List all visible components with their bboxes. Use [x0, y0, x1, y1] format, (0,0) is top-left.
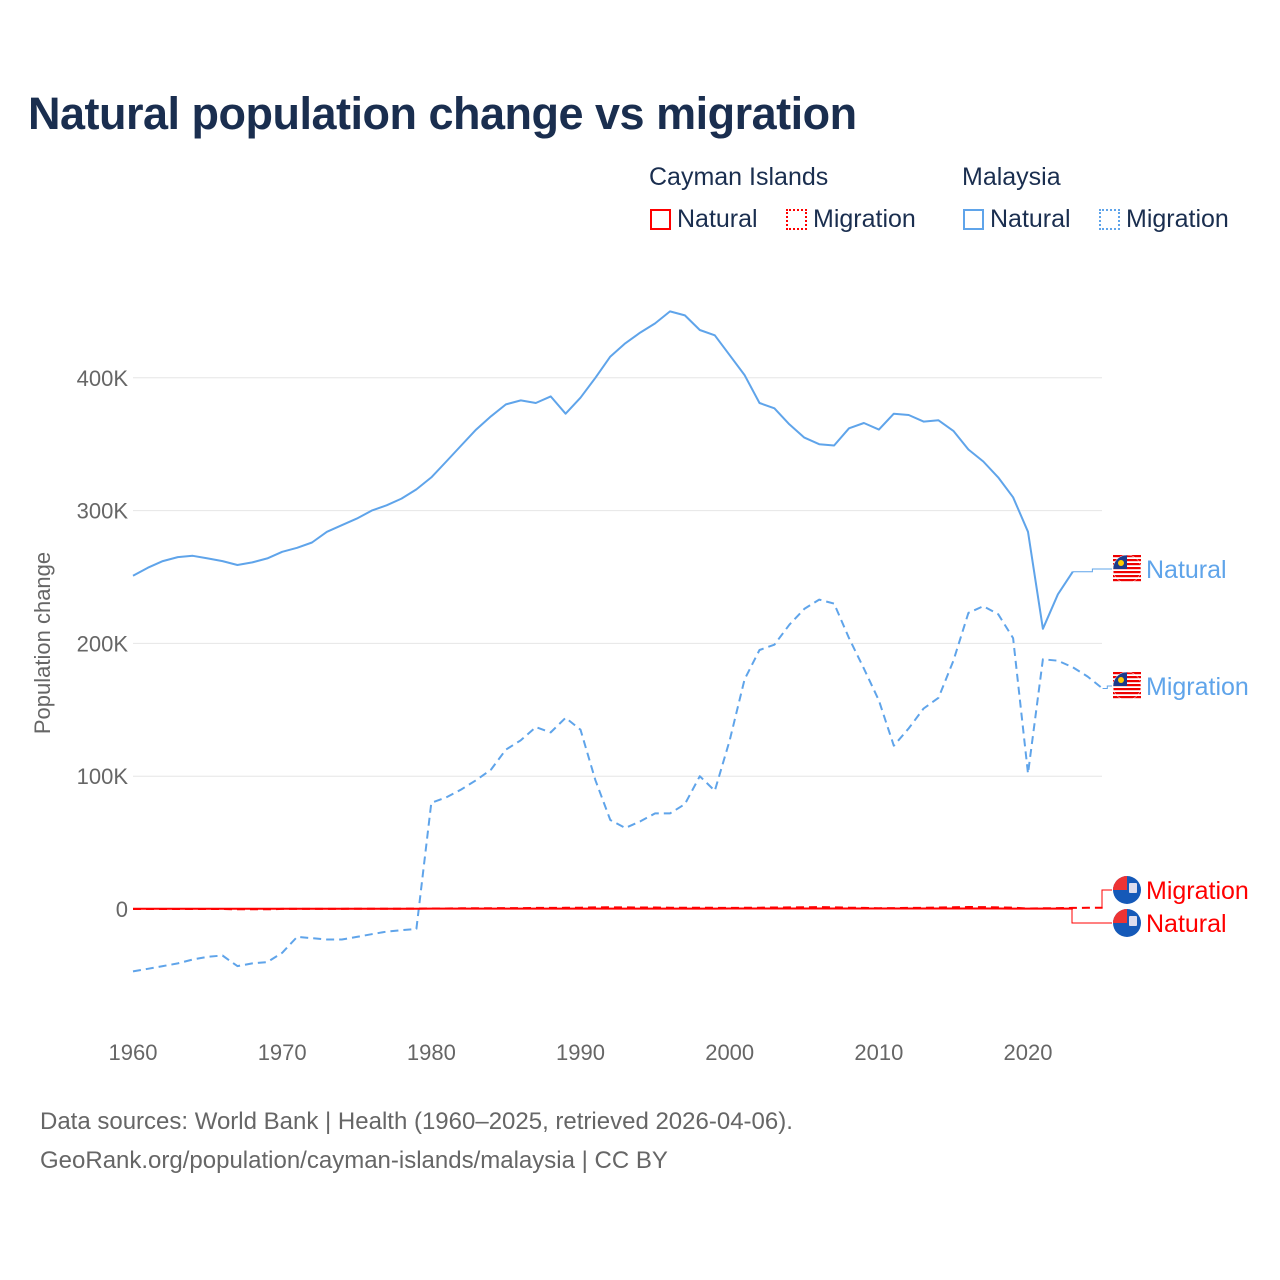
- flag-stripe: [1113, 688, 1141, 691]
- flag-stripe: [1113, 692, 1141, 695]
- y-axis-label: Population change: [30, 552, 55, 734]
- label-connector: [1102, 685, 1112, 690]
- y-tick-label: 300K: [77, 499, 129, 524]
- legend-group-malaysia: Malaysia: [962, 163, 1061, 191]
- cayman-flag-icon: [1113, 909, 1141, 937]
- flag-stripe: [1113, 571, 1141, 574]
- chart-title: Natural population change vs migration: [28, 88, 857, 139]
- legend-label: Natural: [677, 205, 758, 233]
- legend-item-malaysia-migration[interactable]: Migration: [1099, 205, 1229, 234]
- y-tick-label: 200K: [77, 631, 129, 656]
- x-tick-label: 1990: [556, 1040, 605, 1065]
- flag-stripe: [1113, 575, 1141, 578]
- label-connector: [1101, 889, 1112, 909]
- series-end-label: Migration: [1146, 673, 1249, 701]
- flag-star: [1118, 677, 1124, 683]
- flag-outline: [1112, 554, 1142, 584]
- legend-swatch-dotted: [1099, 209, 1120, 230]
- flag-union: [1113, 876, 1127, 890]
- x-tick-label: 1960: [109, 1040, 158, 1065]
- legend-label: Natural: [990, 205, 1071, 233]
- flag-stripe: [1113, 579, 1141, 582]
- legend-item-malaysia-natural[interactable]: Natural: [963, 205, 1071, 234]
- label-connector: [1071, 908, 1112, 924]
- series-end-label: Natural: [1146, 910, 1227, 938]
- legend-swatch-solid: [650, 209, 671, 230]
- malaysia-flag-icon: [1112, 671, 1142, 701]
- flag-union: [1113, 909, 1127, 923]
- x-tick-label: 2000: [705, 1040, 754, 1065]
- flag-crest: [1129, 883, 1137, 893]
- legend-item-cayman-migration[interactable]: Migration: [786, 205, 916, 234]
- source-note: Data sources: World Bank | Health (1960–…: [40, 1108, 793, 1135]
- x-tick-label: 2010: [854, 1040, 903, 1065]
- series-line-malaysia-migration: [132, 598, 1104, 973]
- malaysia-flag-icon: [1112, 554, 1142, 584]
- y-tick-label: 0: [116, 897, 128, 922]
- x-tick-label: 1970: [258, 1040, 307, 1065]
- legend-label: Migration: [813, 205, 916, 233]
- flag-outline: [1112, 671, 1142, 701]
- x-tick-label: 2020: [1004, 1040, 1053, 1065]
- cayman-flag-icon: [1113, 876, 1141, 904]
- label-connector: [1072, 568, 1112, 573]
- x-tick-label: 1980: [407, 1040, 456, 1065]
- legend-swatch-solid: [963, 209, 984, 230]
- flag-stripe: [1113, 696, 1141, 699]
- series-end-label: Natural: [1146, 556, 1227, 584]
- series-line-cayman-islands-migration: [133, 906, 1103, 911]
- flag-crest: [1129, 916, 1137, 926]
- source-url: GeoRank.org/population/cayman-islands/ma…: [40, 1147, 668, 1174]
- series-end-label: Migration: [1146, 877, 1249, 905]
- y-tick-label: 400K: [77, 366, 129, 391]
- legend-item-cayman-natural[interactable]: Natural: [650, 205, 758, 234]
- legend-label: Migration: [1126, 205, 1229, 233]
- y-tick-label: 100K: [77, 764, 129, 789]
- legend-swatch-dotted: [786, 209, 807, 230]
- flag-star: [1118, 560, 1124, 566]
- legend-group-cayman: Cayman Islands: [649, 163, 829, 191]
- series-line-malaysia-natural: [132, 310, 1074, 630]
